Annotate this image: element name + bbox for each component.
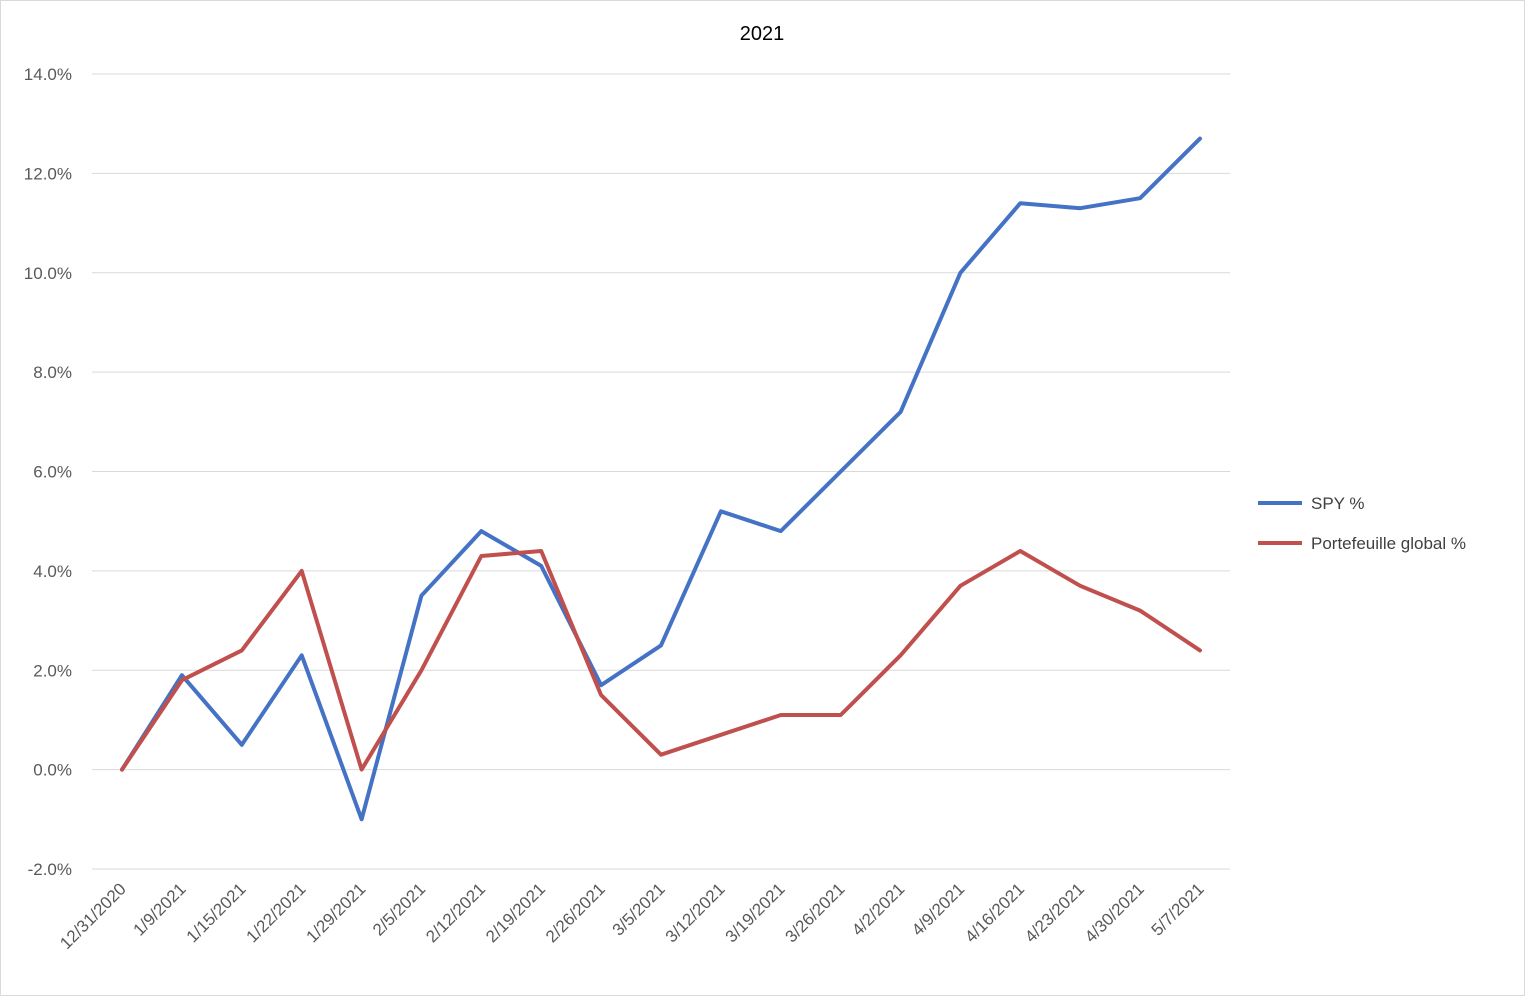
y-tick-label: 14.0% bbox=[24, 65, 72, 84]
x-tick-label: 4/2/2021 bbox=[848, 879, 908, 939]
y-tick-label: 12.0% bbox=[24, 164, 72, 183]
x-tick-label: 4/16/2021 bbox=[961, 879, 1028, 946]
y-tick-label: 6.0% bbox=[33, 463, 72, 482]
y-axis-ticks: -2.0% 0.0% 2.0% 4.0% 6.0% 8.0% 10.0% 12.0% 14.0% bbox=[24, 65, 72, 879]
x-axis-ticks: 12/31/2020 1/9/20211/15/20211/22/20211/29… bbox=[56, 879, 1208, 953]
x-tick-label: 1/15/2021 bbox=[183, 879, 250, 946]
gridlines bbox=[92, 73, 1230, 870]
x-tick-label: 2/5/2021 bbox=[369, 879, 429, 939]
x-tick-label: 1/9/2021 bbox=[129, 879, 189, 939]
legend-label: Portefeuille global % bbox=[1311, 534, 1466, 553]
y-tick-label: 0.0% bbox=[33, 761, 72, 780]
x-tick-label: 3/19/2021 bbox=[722, 879, 789, 946]
y-tick-label: 2.0% bbox=[33, 661, 72, 680]
legend: SPY % Portefeuille global % bbox=[1258, 494, 1466, 553]
chart-title: 2021 bbox=[740, 23, 785, 45]
x-tick-label: 2/19/2021 bbox=[482, 879, 549, 946]
x-tick-label: 5/7/2021 bbox=[1148, 879, 1208, 939]
x-tick-label: 4/30/2021 bbox=[1081, 879, 1148, 946]
y-tick-label: 10.0% bbox=[24, 264, 72, 283]
y-tick-label: 8.0% bbox=[33, 363, 72, 382]
x-tick-label: 1/22/2021 bbox=[243, 879, 310, 946]
x-tick-label: 4/23/2021 bbox=[1021, 879, 1088, 946]
y-tick-label: -2.0% bbox=[28, 860, 72, 879]
x-tick-label: 12/31/2020 bbox=[56, 879, 130, 953]
x-tick-label: 2/12/2021 bbox=[422, 879, 489, 946]
legend-label: SPY % bbox=[1311, 494, 1365, 513]
series-lines bbox=[120, 136, 1202, 822]
series-line-1 bbox=[120, 136, 1202, 822]
x-tick-label: 1/29/2021 bbox=[302, 879, 369, 946]
series-line-2 bbox=[120, 549, 1202, 772]
x-tick-label: 3/26/2021 bbox=[782, 879, 849, 946]
x-tick-label: 4/9/2021 bbox=[908, 879, 968, 939]
y-tick-label: 4.0% bbox=[33, 562, 72, 581]
x-tick-label: 2/26/2021 bbox=[542, 879, 609, 946]
x-tick-label: 3/12/2021 bbox=[662, 879, 729, 946]
x-tick-label: 3/5/2021 bbox=[609, 879, 669, 939]
